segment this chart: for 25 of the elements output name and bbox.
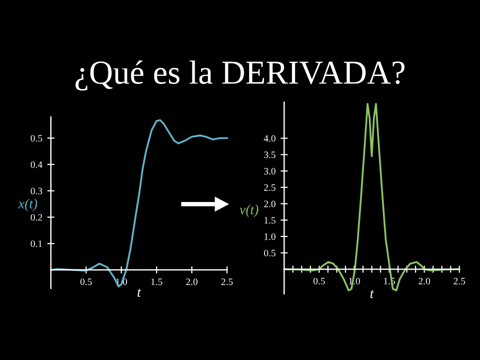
y-tick-label: 3.0 [264, 168, 276, 174]
y-tick-label: 4.0 [264, 135, 276, 142]
x-tick-label: 0.5 [313, 278, 325, 284]
y-tick-label: 0.2 [30, 214, 42, 221]
x-tick-label: 1.5 [151, 278, 162, 286]
x-tick-label: 2.5 [454, 278, 466, 284]
y-tick-label: 0.5 [30, 135, 42, 142]
y-axis-title: v(t) [240, 204, 258, 218]
chart-title: ¿Qué es la DERIVADA? [76, 60, 404, 91]
y-tick-label: 2.0 [264, 200, 276, 208]
y-tick-label: 3.5 [264, 152, 276, 158]
x-axis-title: t [370, 290, 374, 298]
x-axis-title: t [138, 288, 142, 297]
y-tick-label: 1.0 [264, 233, 276, 240]
x-tick-label: 2.0 [418, 278, 430, 284]
y-tick-label: 1.5 [264, 217, 276, 224]
x-tick-label: 2.0 [186, 278, 198, 286]
y-tick-label: 0.4 [30, 161, 42, 168]
y-tick-label: 2.5 [264, 184, 276, 191]
y-tick-label: 0.3 [30, 188, 42, 194]
y-tick-label: 0.1 [30, 240, 42, 248]
y-tick-label: 0.5 [264, 250, 276, 256]
x-tick-label: 0.5 [80, 278, 92, 286]
x-tick-label: 2.5 [221, 278, 233, 286]
y-axis-title: x(t) [18, 198, 38, 212]
